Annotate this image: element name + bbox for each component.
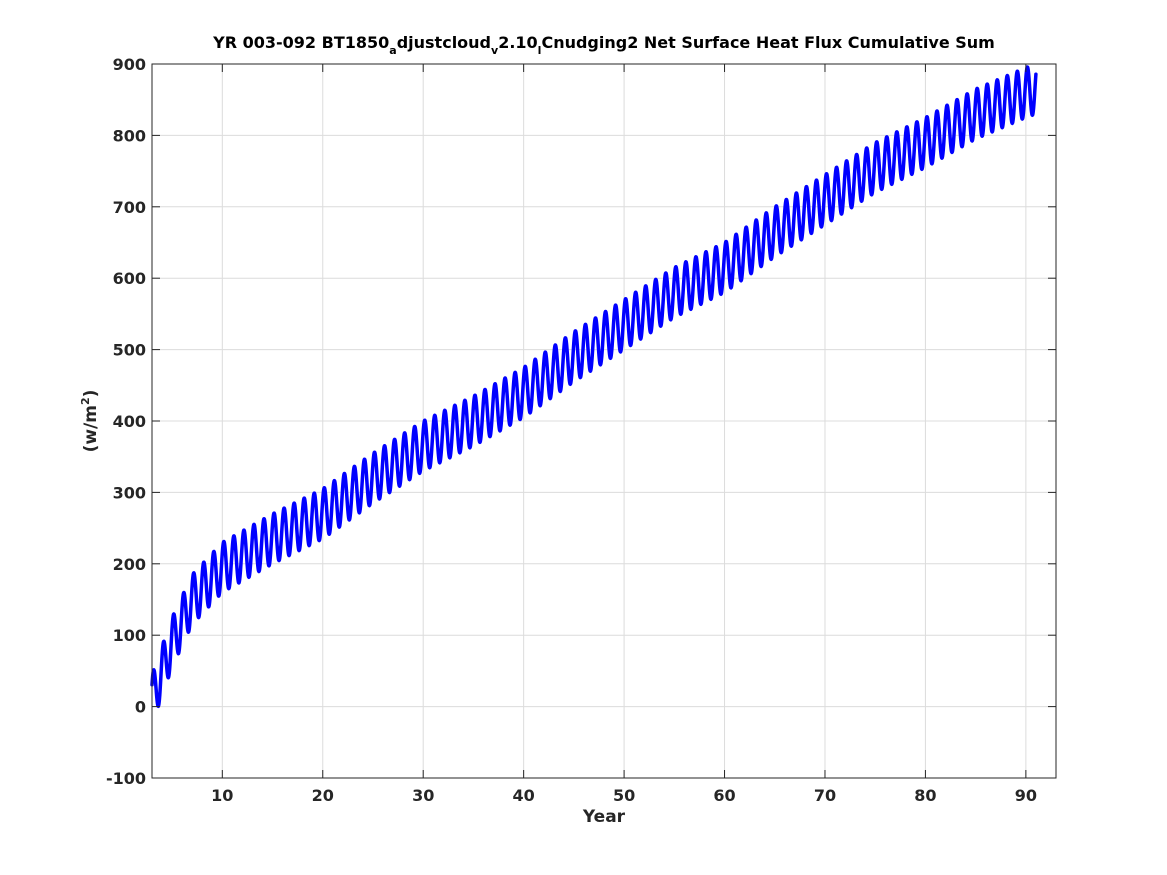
title-part-4: Cnudging2 Net Surface Heat Flux Cumulati… (541, 33, 994, 52)
y-tick-label: 100 (113, 626, 146, 645)
y-tick-label: 700 (113, 198, 146, 217)
series-group (150, 65, 1038, 709)
x-axis-label: Year (582, 807, 626, 827)
y-tick-label: 600 (113, 269, 146, 288)
y-tick-label: 900 (113, 55, 146, 74)
y-tick-label: 300 (113, 483, 146, 502)
title-part-1: YR 003-092 BT1850 (212, 33, 389, 52)
x-tick-label: 40 (513, 786, 535, 805)
x-tick-label: 60 (713, 786, 735, 805)
x-tick-labels: 10 20 30 40 50 60 70 80 90 (211, 786, 1037, 805)
y-tick-label: 400 (113, 412, 146, 431)
y-axis-label-base: (w/m (81, 405, 101, 452)
title-subscript-1: a (389, 44, 396, 57)
chart-title: YR 003-092 BT1850adjustcloudv2.10lCnudgi… (212, 33, 995, 57)
x-tick-label: 80 (914, 786, 936, 805)
x-tick-label: 70 (814, 786, 836, 805)
x-tick-label: 20 (312, 786, 334, 805)
x-tick-label: 30 (412, 786, 434, 805)
y-tick-label: -100 (106, 769, 146, 788)
y-axis-label: (w/m2) (79, 390, 101, 453)
y-axis-label-close: ) (81, 390, 101, 398)
ticks (152, 63, 1056, 779)
y-tick-label: 800 (113, 126, 146, 145)
y-tick-labels: -100 0 100 200 300 400 500 600 700 800 900 (106, 55, 146, 788)
plot-area (150, 63, 1057, 779)
title-subscript-3: l (538, 44, 542, 57)
title-subscript-2: v (491, 44, 499, 57)
title-part-3: 2.10 (498, 33, 537, 52)
y-tick-label: 200 (113, 555, 146, 574)
grid (152, 63, 1056, 779)
y-axis-label-superscript: 2 (79, 397, 92, 405)
x-tick-label: 50 (613, 786, 635, 805)
y-tick-label: 500 (113, 341, 146, 360)
x-tick-label: 10 (211, 786, 233, 805)
y-tick-label: 0 (135, 698, 146, 717)
x-tick-label: 90 (1015, 786, 1037, 805)
title-part-2: djustcloud (397, 33, 491, 52)
series-line (150, 65, 1038, 709)
